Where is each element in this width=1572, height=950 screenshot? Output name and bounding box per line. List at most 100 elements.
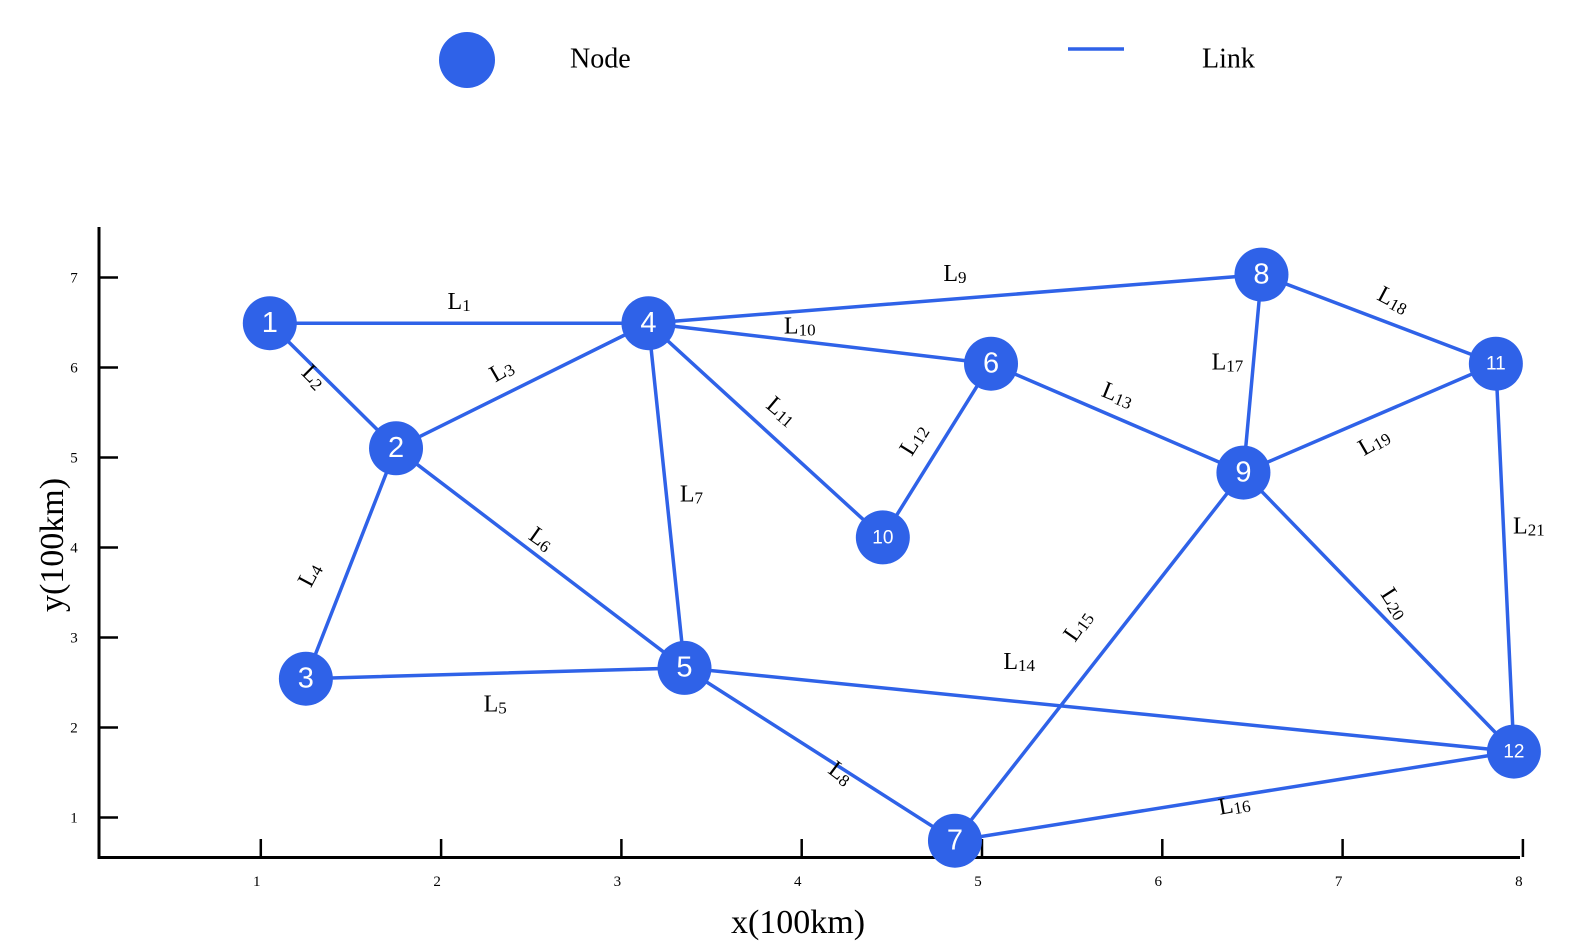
x-axis-ticks: 1 2 3 4 5 6 7 8 bbox=[253, 839, 1525, 890]
y-tick-label: 1 bbox=[70, 811, 78, 827]
node-label: 1 bbox=[262, 307, 278, 339]
link-label-letter: L bbox=[484, 691, 499, 717]
node-12: 12 bbox=[1486, 724, 1541, 779]
x-tick-label: 6 bbox=[1155, 874, 1163, 890]
node-circle bbox=[1486, 724, 1541, 779]
node-circle bbox=[1468, 336, 1523, 391]
link-8-11 bbox=[1259, 272, 1498, 366]
y-tick-label: 7 bbox=[70, 271, 78, 287]
node-label: 11 bbox=[1486, 354, 1506, 375]
link-2-4 bbox=[394, 321, 651, 451]
link-label-letter: L bbox=[943, 260, 958, 286]
link-label: L11 bbox=[761, 391, 802, 431]
link-3-5 bbox=[304, 666, 687, 681]
link-2-5 bbox=[394, 446, 687, 670]
link-label: L7 bbox=[680, 481, 704, 507]
link-label-subscript: 18 bbox=[1386, 294, 1410, 319]
link-label-subscript: 13 bbox=[1112, 389, 1135, 413]
legend: Node Link bbox=[439, 32, 1255, 88]
node-6: 6 bbox=[964, 336, 1019, 391]
x-tick-label: 7 bbox=[1335, 874, 1343, 890]
link-label-letter: L bbox=[784, 313, 799, 339]
node-10: 10 bbox=[855, 510, 910, 565]
y-tick-label: 6 bbox=[70, 361, 78, 377]
node-label: 2 bbox=[388, 432, 404, 464]
node-label: 5 bbox=[676, 652, 692, 684]
link-7-12 bbox=[953, 749, 1516, 843]
node-label: 4 bbox=[640, 307, 656, 339]
links bbox=[268, 272, 1516, 843]
legend-node-marker bbox=[439, 32, 495, 88]
node-circle bbox=[242, 296, 297, 351]
x-tick-label: 5 bbox=[974, 874, 982, 890]
link-8-9 bbox=[1241, 272, 1264, 475]
link-label: L16 bbox=[1216, 789, 1252, 821]
link-label-letter: L bbox=[680, 481, 695, 507]
link-label-subscript: 5 bbox=[498, 698, 507, 717]
node-4: 4 bbox=[621, 296, 676, 351]
link-label: L12 bbox=[894, 419, 933, 460]
y-tick-label: 5 bbox=[70, 451, 78, 467]
link-6-9 bbox=[989, 361, 1246, 475]
node-7: 7 bbox=[927, 813, 982, 868]
node-circle bbox=[369, 421, 424, 476]
link-label: L17 bbox=[1212, 349, 1244, 375]
y-tick-label: 3 bbox=[70, 631, 78, 647]
link-1-2 bbox=[268, 321, 398, 451]
node-circle bbox=[1234, 247, 1289, 302]
link-5-12 bbox=[682, 666, 1516, 754]
link-9-12 bbox=[1241, 470, 1516, 754]
link-label: L14 bbox=[1003, 648, 1035, 674]
link-label-subscript: 16 bbox=[1232, 796, 1252, 818]
link-6-10 bbox=[881, 361, 993, 540]
link-label: L10 bbox=[784, 313, 816, 339]
legend-node-label: Node bbox=[570, 43, 631, 74]
link-9-11 bbox=[1241, 361, 1498, 475]
node-label: 12 bbox=[1503, 742, 1524, 763]
link-label-subscript: 17 bbox=[1226, 357, 1244, 376]
link-label: L19 bbox=[1354, 423, 1395, 462]
x-tick-label: 1 bbox=[253, 874, 261, 890]
link-label-letter: L bbox=[1216, 792, 1235, 820]
link-label: L4 bbox=[293, 558, 327, 591]
node-3: 3 bbox=[278, 651, 333, 706]
link-label: L5 bbox=[484, 691, 507, 717]
node-label: 8 bbox=[1253, 258, 1269, 290]
y-axis-ticks: 1 2 3 4 5 6 7 bbox=[70, 271, 118, 827]
node-circle bbox=[855, 510, 910, 565]
node-8: 8 bbox=[1234, 247, 1289, 302]
x-tick-label: 8 bbox=[1515, 874, 1523, 890]
legend-link-label: Link bbox=[1202, 43, 1255, 74]
link-label-letter: L bbox=[1003, 648, 1018, 674]
link-label-letter: L bbox=[1212, 349, 1227, 375]
link-label-letter: L bbox=[1513, 513, 1528, 539]
link-4-5 bbox=[646, 321, 687, 670]
link-label: L1 bbox=[448, 289, 471, 315]
link-label: L21 bbox=[1513, 513, 1545, 539]
link-label: L3 bbox=[485, 353, 518, 387]
node-5: 5 bbox=[657, 640, 712, 695]
link-label: L15 bbox=[1058, 605, 1098, 646]
link-label-subscript: 10 bbox=[799, 320, 816, 339]
node-circle bbox=[621, 296, 676, 351]
link-label-subscript: 14 bbox=[1018, 656, 1036, 675]
y-axis-title: y(100km) bbox=[34, 478, 71, 612]
x-axis-title: x(100km) bbox=[731, 904, 865, 941]
link-label-subscript: 9 bbox=[958, 268, 967, 287]
node-circle bbox=[657, 640, 712, 695]
link-4-10 bbox=[646, 321, 885, 540]
node-1: 1 bbox=[242, 296, 297, 351]
link-label-subscript: 1 bbox=[462, 296, 471, 315]
link-11-12 bbox=[1494, 361, 1516, 754]
link-4-6 bbox=[646, 321, 993, 366]
node-label: 7 bbox=[947, 824, 963, 856]
link-7-9 bbox=[953, 470, 1246, 843]
link-label: L18 bbox=[1373, 281, 1413, 319]
node-circle bbox=[1216, 445, 1271, 500]
x-tick-label: 2 bbox=[433, 874, 441, 890]
y-tick-label: 2 bbox=[70, 721, 78, 737]
node-circle bbox=[278, 651, 333, 706]
link-label: L13 bbox=[1098, 377, 1137, 413]
